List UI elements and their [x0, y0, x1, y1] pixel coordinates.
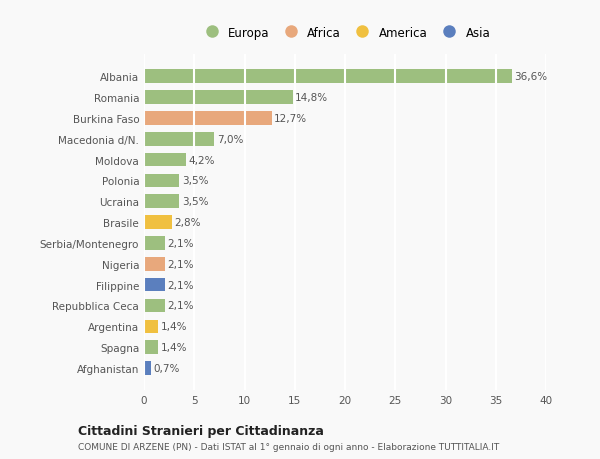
Bar — [144, 299, 165, 313]
Text: 36,6%: 36,6% — [514, 72, 547, 82]
Bar — [144, 257, 165, 271]
Text: 2,1%: 2,1% — [167, 238, 194, 248]
Text: 2,1%: 2,1% — [167, 280, 194, 290]
Text: 7,0%: 7,0% — [217, 134, 243, 145]
Text: COMUNE DI ARZENE (PN) - Dati ISTAT al 1° gennaio di ogni anno - Elaborazione TUT: COMUNE DI ARZENE (PN) - Dati ISTAT al 1°… — [78, 442, 499, 451]
Bar — [144, 216, 172, 230]
Bar — [144, 174, 179, 188]
Bar — [144, 278, 165, 292]
Text: 12,7%: 12,7% — [274, 114, 307, 123]
Bar — [144, 153, 186, 167]
Bar — [144, 91, 293, 105]
Text: 14,8%: 14,8% — [295, 93, 328, 103]
Text: 1,4%: 1,4% — [161, 342, 187, 353]
Text: 3,5%: 3,5% — [182, 176, 208, 186]
Text: 2,1%: 2,1% — [167, 259, 194, 269]
Text: 1,4%: 1,4% — [161, 322, 187, 331]
Bar — [144, 341, 158, 354]
Text: 3,5%: 3,5% — [182, 197, 208, 207]
Bar — [144, 361, 151, 375]
Bar — [144, 70, 512, 84]
Bar — [144, 133, 214, 146]
Text: 4,2%: 4,2% — [189, 155, 215, 165]
Text: 2,1%: 2,1% — [167, 301, 194, 311]
Text: Cittadini Stranieri per Cittadinanza: Cittadini Stranieri per Cittadinanza — [78, 425, 324, 437]
Bar — [144, 237, 165, 250]
Text: 0,7%: 0,7% — [154, 363, 180, 373]
Legend: Europa, Africa, America, Asia: Europa, Africa, America, Asia — [197, 24, 493, 42]
Text: 2,8%: 2,8% — [175, 218, 201, 228]
Bar — [144, 195, 179, 208]
Bar — [144, 112, 272, 125]
Bar — [144, 320, 158, 333]
